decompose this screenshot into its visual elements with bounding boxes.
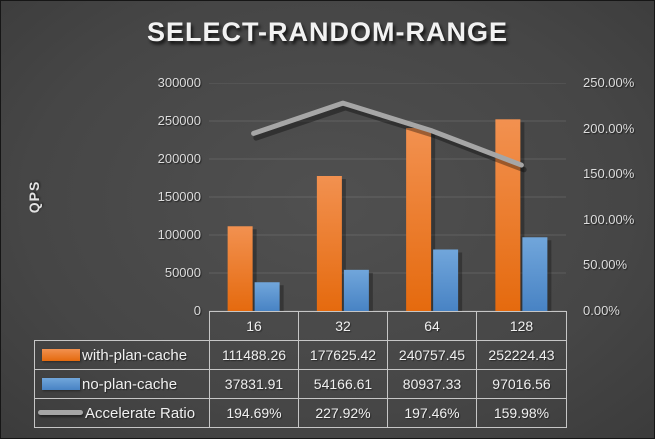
y-axis-left-tick: 150000	[157, 189, 201, 204]
y-axis-right-tick: 0.00%	[583, 303, 620, 318]
y-axis-right-tick: 50.00%	[583, 257, 628, 273]
category-header: 16	[209, 311, 299, 341]
y-axis-right-tick: 150.00%	[583, 166, 635, 182]
value-cell: 240757.45	[387, 340, 477, 370]
table-header-row: 16 32 64 128	[35, 311, 567, 341]
table-row: with-plan-cache 111488.26 177625.42 2407…	[34, 340, 567, 370]
accelerate-ratio-line	[251, 100, 527, 173]
legend-label: no-plan-cache	[82, 375, 178, 393]
y-axis-title: QPS	[26, 180, 42, 214]
no-plan-cache-bar	[343, 269, 369, 311]
y-axis-right-tick: 250.00%	[583, 75, 635, 90]
value-cell: 159.98%	[476, 398, 567, 428]
accelerate-ratio-line-swatch-icon	[38, 410, 83, 416]
with-plan-cache-bar	[227, 226, 253, 311]
bars	[227, 119, 552, 311]
table-corner-cell	[35, 312, 210, 341]
value-cell: 197.46%	[387, 398, 477, 428]
y-axis-left-tick: 250000	[157, 113, 201, 128]
value-cell: 194.69%	[209, 398, 299, 428]
value-cell: 97016.56	[476, 369, 567, 399]
category-header: 64	[387, 311, 477, 341]
with-plan-cache-bar	[406, 128, 432, 311]
no-plan-cache-bar	[433, 249, 459, 311]
with-plan-cache-bar	[316, 176, 342, 311]
plot-svg	[209, 83, 566, 311]
no-plan-cache-bar	[522, 237, 548, 311]
table-row: no-plan-cache 37831.91 54166.61 80937.33…	[34, 369, 567, 399]
value-cell: 54166.61	[298, 369, 388, 399]
y-axis-left-tick: 50000	[164, 265, 201, 280]
y-axis-right-tick: 200.00%	[583, 120, 635, 136]
value-cell: 111488.26	[209, 340, 299, 370]
accelerate-ratio-path	[251, 100, 524, 168]
y-axis-left-tick: 100000	[157, 227, 201, 242]
value-cell: 252224.43	[476, 340, 567, 370]
value-cell: 227.92%	[298, 398, 388, 428]
category-header: 128	[476, 311, 567, 341]
table-row: Accelerate Ratio 194.69% 227.92% 197.46%…	[34, 398, 567, 428]
plot-area	[209, 83, 566, 311]
value-cell: 177625.42	[298, 340, 388, 370]
legend-cell-with-plan-cache: with-plan-cache	[34, 340, 210, 370]
y-axis-left-tick: 300000	[157, 75, 201, 90]
category-header: 32	[298, 311, 388, 341]
data-table: 16 32 64 128 with-plan-cache 111488.26 1…	[34, 311, 567, 428]
with-plan-cache-bar	[495, 119, 521, 311]
legend-label: with-plan-cache	[82, 346, 188, 364]
legend-cell-accelerate-ratio: Accelerate Ratio	[34, 398, 210, 428]
y-axis-right-tick: 100.00%	[583, 211, 635, 227]
y-axis-left-tick: 0	[193, 303, 201, 318]
chart-title: SELECT-RANDOM-RANGE	[147, 17, 508, 47]
legend-label: Accelerate Ratio	[85, 404, 196, 422]
legend-cell-no-plan-cache: no-plan-cache	[34, 369, 210, 399]
value-cell: 80937.33	[387, 369, 477, 399]
with-plan-cache-series-swatch-icon	[42, 348, 80, 361]
line-shadow	[253, 104, 527, 173]
y-axis-left-tick: 200000	[157, 151, 201, 166]
no-plan-cache-bar	[254, 282, 280, 311]
no-plan-cache-series-swatch-icon	[42, 377, 80, 390]
value-cell: 37831.91	[209, 369, 299, 399]
